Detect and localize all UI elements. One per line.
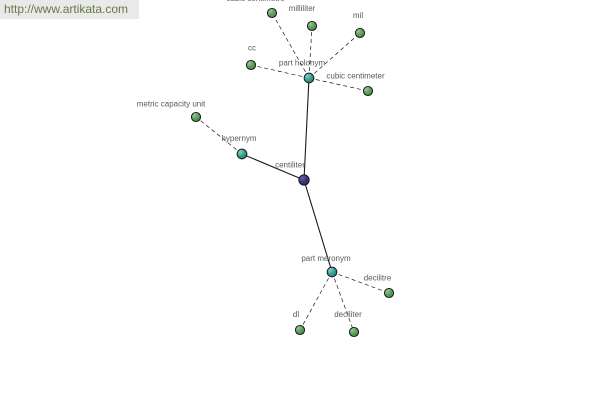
svg-text:cubic centimeter: cubic centimeter [326,72,385,81]
svg-text:deciliter: deciliter [334,310,362,319]
svg-text:dl: dl [293,310,299,319]
svg-text:centiliter: centiliter [275,161,305,170]
svg-text:cc: cc [248,44,256,53]
svg-text:metric capacity unit: metric capacity unit [137,100,206,109]
svg-text:part holonym: part holonym [279,59,326,68]
svg-text:mil: mil [353,11,363,20]
svg-text:part meronym: part meronym [301,254,351,263]
svg-text:milliliter: milliliter [289,4,316,13]
svg-text:decilitre: decilitre [364,274,392,283]
svg-text:hypernym: hypernym [221,134,256,143]
svg-text:cubic centimetre: cubic centimetre [226,0,285,3]
